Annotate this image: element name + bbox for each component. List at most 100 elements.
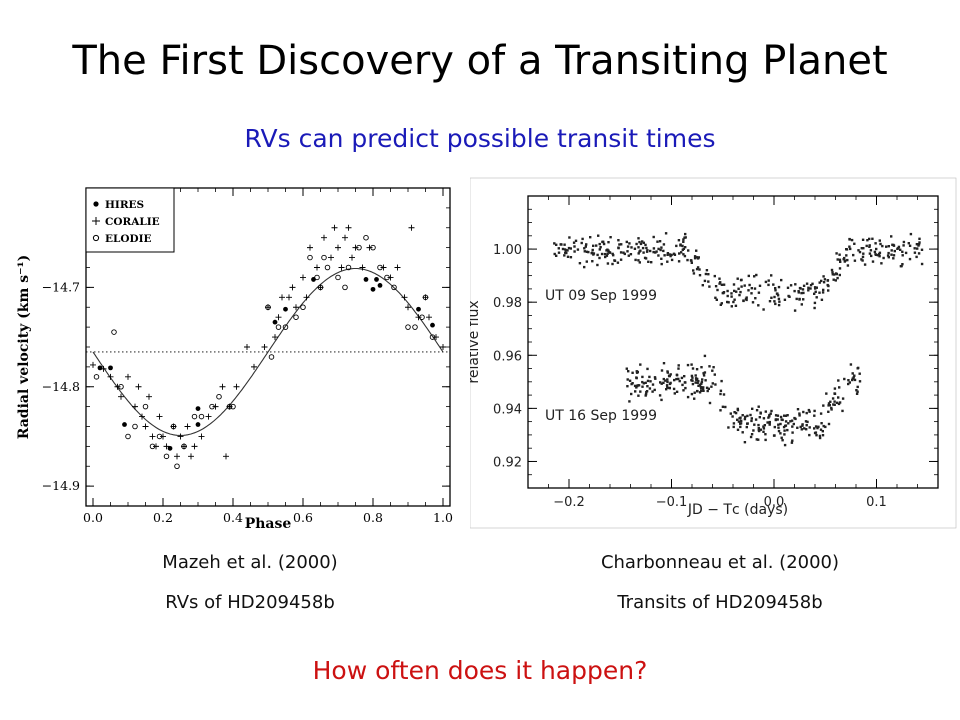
transit-point-2 [792, 422, 795, 426]
transit-point-1 [835, 252, 838, 255]
rv-point-elodie [268, 354, 275, 360]
transit-point-2 [762, 425, 765, 428]
rv-point-coralie [132, 403, 138, 410]
transit-point-1 [645, 250, 649, 253]
transit-point-1 [638, 250, 641, 253]
transit-point-2 [787, 422, 790, 425]
transit-point-2 [855, 389, 858, 392]
transit-point-2 [759, 412, 762, 415]
transit-point-2 [677, 377, 680, 381]
transit-point-1 [591, 251, 594, 254]
transit-point-1 [733, 298, 736, 301]
transit-point-1 [739, 290, 742, 294]
rv-point-coralie [279, 294, 285, 301]
transit-point-2 [830, 406, 833, 410]
transit-point-1 [607, 249, 610, 252]
rv-point-hires [122, 422, 127, 427]
transit-point-2 [698, 391, 702, 394]
transit-point-1 [642, 241, 645, 244]
transit-point-2 [822, 424, 825, 428]
transit-point-2 [847, 382, 850, 386]
transit-point-2 [777, 423, 780, 426]
transit-point-1 [750, 287, 753, 290]
transit-point-1 [623, 252, 626, 256]
transit-point-2 [852, 376, 855, 379]
transit-point-1 [737, 287, 740, 290]
transit-point-2 [675, 374, 679, 377]
rv-point-elodie [209, 403, 215, 410]
rv-point-coralie [219, 383, 226, 390]
transit-point-1 [801, 288, 805, 291]
transit-point-2 [651, 383, 655, 386]
transit-point-1 [718, 282, 721, 285]
transit-point-1 [637, 252, 640, 255]
transit-point-1 [567, 246, 571, 250]
transit-point-1 [754, 297, 757, 300]
transit-point-1 [722, 283, 726, 286]
transit-point-2 [659, 381, 662, 384]
transit-point-1 [618, 243, 621, 246]
transit-point-2 [653, 376, 657, 379]
transit-point-1 [887, 251, 890, 255]
transit-point-1 [768, 300, 772, 303]
transit-point-1 [707, 273, 710, 276]
transit-point-1 [823, 278, 827, 281]
transit-point-2 [712, 366, 715, 369]
transit-x-tick-label: 0.0 [764, 495, 785, 510]
rv-point-coralie [223, 453, 229, 460]
rv-point-coralie [415, 314, 422, 321]
transit-point-2 [821, 430, 824, 433]
transit-ticks: −0.2 −0.1 0.0 0.1 1.00 0.98 0.96 0.94 0.92 [493, 195, 939, 510]
transit-point-2 [766, 421, 769, 424]
transit-point-1 [637, 237, 640, 240]
transit-point-2 [773, 425, 776, 429]
transit-point-2 [740, 419, 743, 422]
transit-point-2 [634, 390, 637, 393]
rv-point-coralie [275, 314, 282, 321]
transit-point-1 [885, 245, 888, 248]
transit-point-1 [660, 262, 663, 266]
transit-point-2 [690, 374, 694, 378]
transit-point-2 [770, 409, 773, 413]
rv-point-coralie [188, 453, 194, 460]
transit-point-2 [665, 388, 668, 391]
transit-point-1 [814, 290, 817, 293]
transit-point-2 [646, 379, 650, 383]
rv-point-coralie [149, 433, 156, 440]
transit-point-1 [853, 259, 857, 262]
transit-point-2 [672, 387, 676, 391]
transit-point-1 [598, 256, 601, 260]
transit-point-1 [793, 289, 796, 293]
transit-point-1 [868, 252, 872, 255]
transit-point-1 [734, 304, 738, 307]
transit-point-2 [832, 403, 835, 406]
right-caption-object: Transits of HD209458b [617, 592, 823, 613]
transit-point-1 [787, 294, 790, 298]
transit-point-2 [677, 367, 680, 370]
transit-point-1 [897, 245, 901, 249]
transit-point-1 [692, 269, 695, 272]
transit-point-2 [757, 427, 760, 430]
transit-point-1 [831, 271, 834, 274]
transit-point-1 [862, 252, 865, 255]
transit-point-1 [827, 284, 830, 288]
transit-point-2 [779, 415, 783, 419]
rv-point-coralie [135, 383, 142, 390]
transit-point-2 [696, 389, 699, 393]
rv-point-coralie [212, 403, 219, 410]
transit-point-1 [907, 242, 910, 245]
rv-point-hires [108, 365, 113, 371]
transit-point-1 [602, 242, 606, 246]
transit-point-1 [751, 301, 755, 304]
transit-point-1 [762, 308, 765, 311]
transit-point-2 [738, 417, 741, 420]
transit-point-2 [691, 376, 694, 379]
transit-point-1 [878, 252, 881, 256]
transit-point-1 [630, 246, 633, 249]
transit-point-2 [750, 433, 754, 436]
rv-point-elodie [363, 234, 369, 241]
transit-point-2 [666, 386, 669, 389]
transit-point-2 [816, 426, 819, 430]
transit-point-1 [568, 236, 571, 239]
transit-point-2 [648, 387, 652, 390]
